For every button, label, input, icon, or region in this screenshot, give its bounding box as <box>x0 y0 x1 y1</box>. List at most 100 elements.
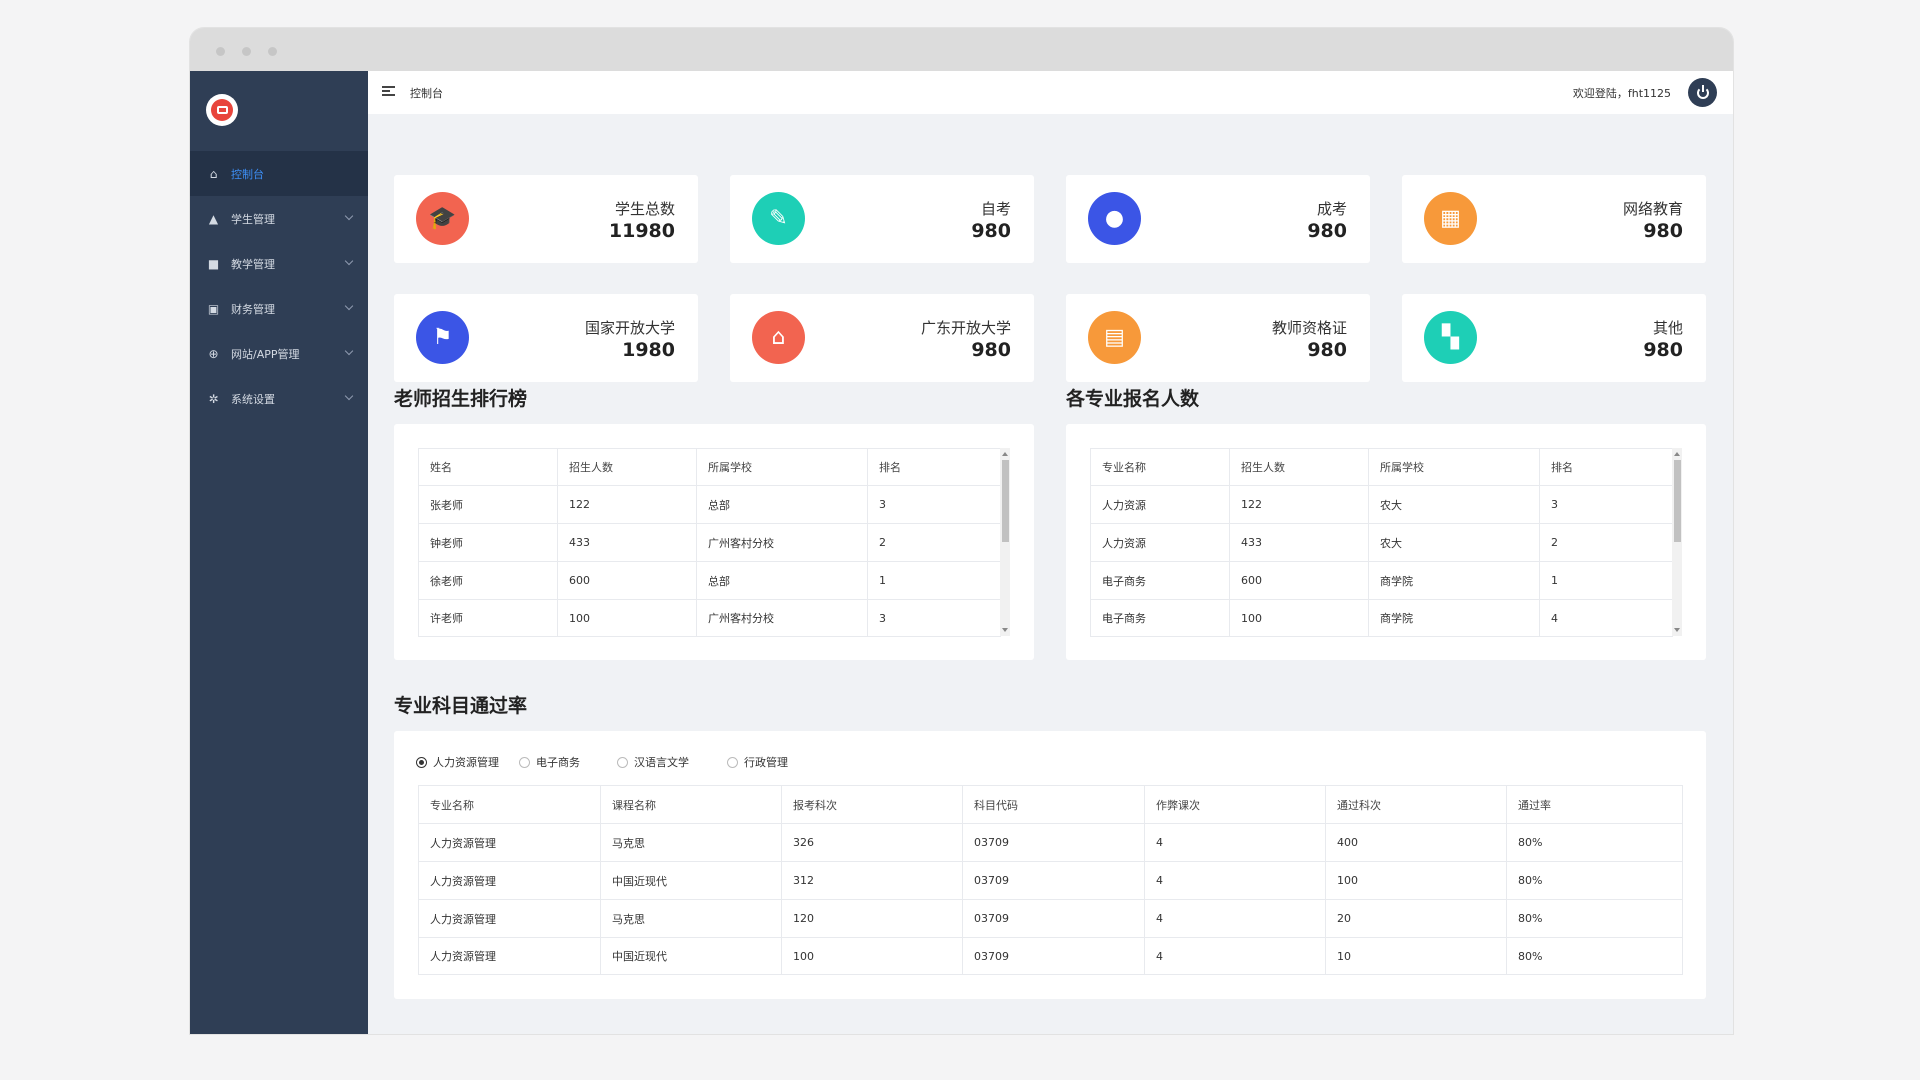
pass-rate-title: 专业科目通过率 <box>394 695 528 717</box>
table-cell: 400 <box>1325 823 1507 862</box>
scroll-up-icon[interactable] <box>1002 452 1008 456</box>
table-row[interactable]: 人力资源 433 农大 2 <box>1090 523 1673 562</box>
table-cell: 600 <box>557 561 697 600</box>
table-cell: 人力资源管理 <box>418 899 601 938</box>
stat-card-adult-exam[interactable]: ● 成考 980 <box>1066 175 1370 263</box>
top-bar: 控制台 欢迎登陆，fht1125 <box>368 71 1733 114</box>
radio-label: 人力资源管理 <box>433 756 499 769</box>
radio-circle[interactable] <box>519 756 530 768</box>
column-header: 招生人数 <box>1229 448 1369 486</box>
sidebar-item-settings[interactable]: ✲ 系统设置 <box>190 376 368 421</box>
radio-hr-management[interactable]: 人力资源管理 <box>416 754 519 770</box>
table-cell: 122 <box>1229 485 1369 524</box>
globe-icon: ⊕ <box>208 346 219 361</box>
building-icon: ⌂ <box>752 311 805 364</box>
table-cell: 人力资源 <box>1090 485 1230 524</box>
major-enrollment-panel: 专业名称 招生人数 所属学校 排名 人力资源 122 农大 3 人力资源 433… <box>1066 424 1706 660</box>
stat-card-other[interactable]: ▚ 其他 980 <box>1402 294 1706 382</box>
table-row[interactable]: 徐老师 600 总部 1 <box>418 561 1001 600</box>
table-cell: 3 <box>867 599 1001 637</box>
power-icon[interactable] <box>1688 78 1717 107</box>
column-header: 招生人数 <box>557 448 697 486</box>
window-dot[interactable] <box>268 47 277 56</box>
boxes-icon: ▦ <box>1424 192 1477 245</box>
table-cell: 312 <box>781 861 963 900</box>
stat-card-online-education[interactable]: ▦ 网络教育 980 <box>1402 175 1706 263</box>
table-cell: 80% <box>1506 861 1683 900</box>
table-cell: 电子商务 <box>1090 599 1230 637</box>
stat-card-guangdong-open-university[interactable]: ⌂ 广东开放大学 980 <box>730 294 1034 382</box>
stat-label: 自考 <box>980 200 1011 218</box>
table-row[interactable]: 电子商务 600 商学院 1 <box>1090 561 1673 600</box>
table-header-row: 专业名称 课程名称 报考科次 科目代码 作弊课次 通过科次 通过率 <box>418 785 1683 824</box>
table-row[interactable]: 钟老师 433 广州客村分校 2 <box>418 523 1001 562</box>
table-row[interactable]: 张老师 122 总部 3 <box>418 485 1001 524</box>
sidebar-item-website[interactable]: ⊕ 网站/APP管理 <box>190 331 368 376</box>
teacher-ranking-panel: 姓名 招生人数 所属学校 排名 张老师 122 总部 3 钟老师 433 广州客… <box>394 424 1034 660</box>
scrollbar[interactable] <box>1000 448 1010 636</box>
table-cell: 张老师 <box>418 485 558 524</box>
table-cell: 3 <box>867 485 1001 524</box>
radio-e-commerce[interactable]: 电子商务 <box>519 754 617 770</box>
book-icon: ■ <box>207 256 220 271</box>
table-row[interactable]: 电子商务 100 商学院 4 <box>1090 599 1673 637</box>
table-cell: 人力资源管理 <box>418 823 601 862</box>
table-row[interactable]: 人力资源管理 马克思 120 03709 4 20 80% <box>418 899 1683 938</box>
logo[interactable] <box>206 94 238 126</box>
radio-label: 行政管理 <box>744 756 788 769</box>
column-header: 所属学校 <box>1368 448 1540 486</box>
title-bar <box>190 28 1733 71</box>
stat-value: 1980 <box>622 339 675 361</box>
table-cell: 中国近现代 <box>600 937 782 975</box>
scroll-down-icon[interactable] <box>1002 628 1008 632</box>
menu-toggle-icon[interactable] <box>382 86 395 97</box>
table-row[interactable]: 人力资源管理 中国近现代 100 03709 4 10 80% <box>418 937 1683 975</box>
stat-card-teacher-certificate[interactable]: ▤ 教师资格证 980 <box>1066 294 1370 382</box>
table-cell: 农大 <box>1368 485 1540 524</box>
window-dot[interactable] <box>216 47 225 56</box>
chevron-down-icon <box>344 346 354 356</box>
major-enrollment-title: 各专业报名人数 <box>1066 388 1200 410</box>
table-cell: 4 <box>1144 823 1326 862</box>
radio-circle[interactable] <box>416 756 427 768</box>
column-header: 课程名称 <box>600 785 782 824</box>
sidebar-item-dashboard[interactable]: ⌂ 控制台 <box>190 151 368 196</box>
sidebar-item-teaching[interactable]: ■ 教学管理 <box>190 241 368 286</box>
table-cell: 4 <box>1144 861 1326 900</box>
scrollbar-thumb[interactable] <box>1002 460 1009 542</box>
table-cell: 100 <box>1325 861 1507 900</box>
radio-circle[interactable] <box>727 756 738 768</box>
table-cell: 总部 <box>696 561 868 600</box>
stat-card-total-students[interactable]: 🎓 学生总数 11980 <box>394 175 698 263</box>
sidebar-item-finance[interactable]: ▣ 财务管理 <box>190 286 368 331</box>
table-header-row: 姓名 招生人数 所属学校 排名 <box>418 448 1001 486</box>
table-row[interactable]: 许老师 100 广州客村分校 3 <box>418 599 1001 637</box>
radio-chinese-literature[interactable]: 汉语言文学 <box>617 754 727 770</box>
radio-circle[interactable] <box>617 756 628 768</box>
home-icon: ⌂ <box>209 166 218 181</box>
stat-value: 980 <box>1643 220 1683 242</box>
scroll-down-icon[interactable] <box>1674 628 1680 632</box>
sidebar-item-students[interactable]: ▲ 学生管理 <box>190 196 368 241</box>
table-cell: 广州客村分校 <box>696 599 868 637</box>
column-header: 排名 <box>1539 448 1673 486</box>
table-row[interactable]: 人力资源管理 马克思 326 03709 4 400 80% <box>418 823 1683 862</box>
radio-administration[interactable]: 行政管理 <box>727 754 788 770</box>
column-header: 报考科次 <box>781 785 963 824</box>
stat-label: 学生总数 <box>614 200 675 218</box>
scroll-up-icon[interactable] <box>1674 452 1680 456</box>
stat-card-national-open-university[interactable]: ⚑ 国家开放大学 1980 <box>394 294 698 382</box>
column-header: 作弊课次 <box>1144 785 1326 824</box>
table-cell: 1 <box>1539 561 1673 600</box>
scrollbar-thumb[interactable] <box>1674 460 1681 542</box>
stat-card-self-study[interactable]: ✎ 自考 980 <box>730 175 1034 263</box>
table-row[interactable]: 人力资源管理 中国近现代 312 03709 4 100 80% <box>418 861 1683 900</box>
table-cell: 326 <box>781 823 963 862</box>
teacher-ranking-table: 姓名 招生人数 所属学校 排名 张老师 122 总部 3 钟老师 433 广州客… <box>418 448 1001 637</box>
window-dot[interactable] <box>242 47 251 56</box>
breadcrumb[interactable]: 控制台 <box>410 87 443 100</box>
table-cell: 3 <box>1539 485 1673 524</box>
table-row[interactable]: 人力资源 122 农大 3 <box>1090 485 1673 524</box>
scrollbar[interactable] <box>1672 448 1682 636</box>
table-cell: 03709 <box>962 861 1145 900</box>
